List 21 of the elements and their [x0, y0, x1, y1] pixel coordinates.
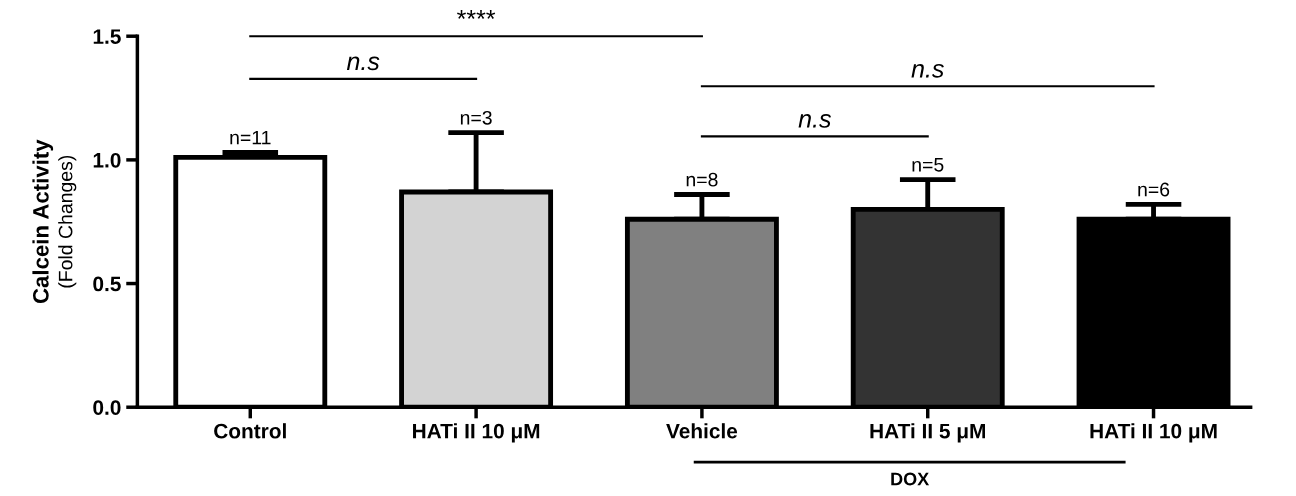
y-tick-label: 0.5 [93, 276, 121, 292]
annotation: n=11 [230, 130, 271, 145]
annotation: n=3 [460, 110, 492, 125]
text: (Fold Changes) [58, 155, 77, 288]
annotation: n=6 [1138, 182, 1170, 197]
annotation: n=5 [912, 158, 944, 172]
y-tick-label: 1.0 [93, 152, 121, 168]
annotation: n.s [346, 56, 380, 71]
x-tick-label: Control [214, 423, 286, 439]
y-tick-label: 1.5 [93, 29, 121, 44]
x-tick-label: HATi II 10 μM [1090, 423, 1217, 443]
text: DOX [891, 472, 930, 486]
annotation: n=8 [686, 172, 718, 187]
annotation: n.s [798, 114, 831, 128]
text: **** [457, 10, 496, 19]
x-tick-label: HATi II 10 μM [413, 423, 540, 443]
y-tick-label: 0.0 [93, 400, 121, 415]
y-axis-title: Calcein Activity [32, 139, 54, 304]
x-tick-label: Vehicle [666, 423, 738, 439]
x-tick-label: HATi II 5 μM [870, 423, 985, 443]
annotation: n.s [911, 63, 944, 78]
